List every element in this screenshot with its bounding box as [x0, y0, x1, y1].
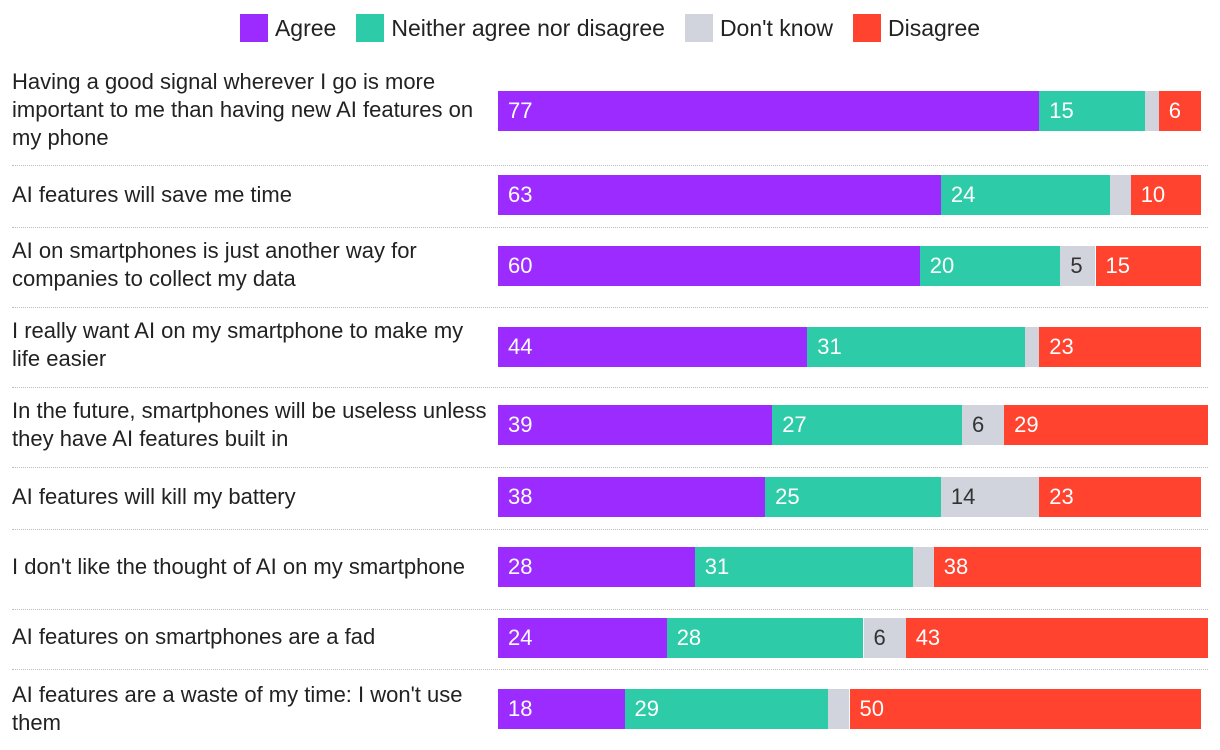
data-label: 15	[1049, 98, 1074, 123]
bar-segment-disagree	[1158, 91, 1201, 131]
legend-item-3: Disagree	[853, 14, 980, 42]
bar-segment-agree	[498, 327, 808, 367]
legend-label: Agree	[274, 14, 337, 41]
bar-segment-disagree	[1039, 327, 1201, 367]
bar-segment-don-t-know	[912, 547, 934, 587]
row-divider	[12, 669, 1208, 670]
legend-swatch	[356, 14, 385, 42]
data-label: 18	[508, 696, 533, 721]
data-label: 28	[676, 625, 702, 650]
bar-segment-neither-agree-nor-disagree	[765, 477, 941, 517]
data-label: 27	[782, 412, 807, 437]
data-label: 31	[704, 554, 730, 579]
legend-item-0: Agree	[239, 14, 337, 42]
bar-segment-disagree	[905, 618, 1208, 658]
category-label: Having a good signal wherever I go is mo…	[12, 69, 474, 150]
data-label: 29	[634, 696, 659, 721]
data-label: 31	[817, 334, 842, 359]
data-label: 14	[950, 484, 976, 509]
bar-segment-agree	[498, 175, 941, 215]
data-label: 6	[1168, 98, 1182, 123]
data-label: 38	[508, 484, 533, 509]
bar-segment-agree	[498, 477, 766, 517]
legend: Agree Neither agree nor disagree Don't kno…	[0, 12, 1220, 44]
data-label: 44	[508, 334, 533, 359]
category-label: I really want AI on my smartphone to mak…	[12, 318, 464, 371]
category-label: AI features will kill my battery	[12, 484, 296, 509]
data-label: 39	[508, 412, 533, 437]
row-divider	[12, 529, 1208, 530]
legend-swatch	[239, 14, 268, 42]
bar-segment-disagree	[933, 547, 1201, 587]
data-label: 10	[1140, 182, 1166, 207]
bar-segment-don-t-know	[1025, 327, 1040, 367]
row-divider	[12, 609, 1208, 610]
bar-segment-don-t-know	[962, 405, 1005, 445]
legend-swatch	[853, 14, 881, 42]
legend-label: Neither agree nor disagree	[391, 14, 665, 41]
bar-segment-don-t-know	[828, 689, 850, 729]
bar-segment-agree	[498, 405, 773, 445]
bar-segment-neither-agree-nor-disagree	[1039, 91, 1145, 131]
bar-segment-don-t-know	[940, 477, 1040, 517]
data-label: 23	[1049, 484, 1074, 509]
bar-segment-neither-agree-nor-disagree	[666, 618, 864, 658]
category-label: AI features on smartphones are a fad	[12, 624, 376, 649]
data-label: 24	[950, 182, 976, 207]
data-label: 28	[508, 554, 533, 579]
legend-item-1: Neither agree nor disagree	[356, 14, 665, 42]
data-label: 6	[873, 625, 886, 650]
bar-segment-disagree	[1130, 175, 1201, 215]
data-label: 24	[508, 625, 533, 650]
bar-segment-don-t-know	[1109, 175, 1131, 215]
data-label: 29	[1014, 412, 1039, 437]
legend-item-2: Don't know	[684, 14, 833, 42]
data-label: 63	[508, 182, 533, 207]
data-label: 43	[915, 625, 941, 650]
data-label: 5	[1070, 253, 1083, 278]
bar-segment-disagree	[1095, 246, 1201, 286]
bar-segment-neither-agree-nor-disagree	[940, 175, 1110, 215]
bar-segment-neither-agree-nor-disagree	[624, 689, 829, 729]
bar-segment-neither-agree-nor-disagree	[694, 547, 913, 587]
data-label: 15	[1105, 253, 1130, 278]
bar-segment-agree	[498, 91, 1040, 131]
data-label: 6	[972, 412, 985, 437]
data-label: 60	[508, 253, 533, 278]
bar-segment-agree	[498, 689, 625, 729]
category-label: AI features are a waste of my time: I wo…	[12, 682, 463, 735]
bar-segment-don-t-know	[1060, 246, 1096, 286]
category-label: In the future, smartphones will be usele…	[12, 398, 487, 451]
category-label: AI on smartphones is just another way fo…	[12, 238, 417, 291]
row-divider	[12, 165, 1208, 166]
category-label: AI features will save me time	[12, 182, 292, 207]
bar-segment-don-t-know	[863, 618, 906, 658]
data-label: 25	[775, 484, 800, 509]
legend-label: Don't know	[719, 14, 833, 41]
data-label: 23	[1049, 334, 1074, 359]
legend-label: Disagree	[888, 14, 981, 41]
data-label: 20	[929, 253, 955, 278]
bar-segment-agree	[498, 246, 920, 286]
bar-segment-neither-agree-nor-disagree	[807, 327, 1026, 367]
row-divider	[12, 227, 1208, 228]
bar-segment-disagree	[1039, 477, 1201, 517]
bar-segment-don-t-know	[1144, 91, 1159, 131]
data-label: 50	[859, 696, 884, 721]
category-label: I don't like the thought of AI on my sma…	[12, 554, 466, 579]
bar-segment-neither-agree-nor-disagree	[772, 405, 962, 445]
data-label: 77	[508, 98, 533, 123]
row-divider	[12, 467, 1208, 468]
row-divider	[12, 307, 1208, 308]
bar-segment-neither-agree-nor-disagree	[919, 246, 1061, 286]
bar-segment-agree	[498, 618, 667, 658]
bar-segment-disagree	[849, 689, 1201, 729]
bar-segment-disagree	[1004, 405, 1208, 445]
bar-segment-agree	[498, 547, 695, 587]
legend-swatch	[684, 14, 713, 42]
data-label: 38	[943, 554, 969, 579]
row-divider	[12, 387, 1208, 388]
